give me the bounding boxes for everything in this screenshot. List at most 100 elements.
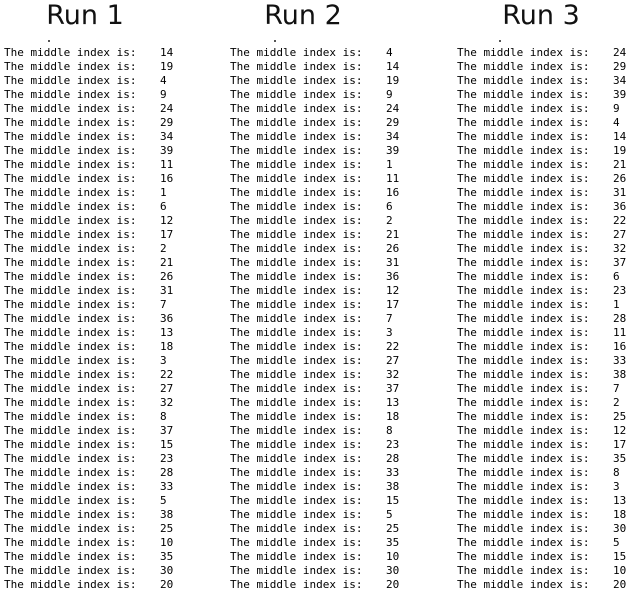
output-label: The middle index is: [230,284,363,297]
middle-index-value: 17 [613,438,627,451]
middle-index-value: 35 [386,536,400,549]
middle-index-value: 5 [386,508,393,521]
output-line: The middle index is: 7 [457,382,626,396]
middle-index-value: 33 [386,466,400,479]
output-label: The middle index is: [230,74,363,87]
output-label: The middle index is: [4,46,137,59]
output-label: The middle index is: [4,228,137,241]
output-label: The middle index is: [457,508,590,521]
output-label: The middle index is: [4,144,137,157]
output-label: The middle index is: [457,214,590,227]
output-line: The middle index is: 14 [457,130,626,144]
output-line: The middle index is: 3 [230,326,399,340]
middle-index-value: 12 [160,214,174,227]
output-label: The middle index is: [457,102,590,115]
middle-index-value: 3 [160,354,167,367]
output-line: The middle index is: 33 [4,480,173,494]
output-label: The middle index is: [457,74,590,87]
middle-index-value: 2 [386,214,393,227]
output-line: The middle index is: 2 [457,396,626,410]
middle-index-value: 1 [386,158,393,171]
run-1-output: The middle index is: 14 The middle index i… [4,46,173,592]
output-label: The middle index is: [230,424,363,437]
output-label: The middle index is: [457,480,590,493]
middle-index-value: 18 [160,340,174,353]
output-line: The middle index is: 12 [4,214,173,228]
output-label: The middle index is: [4,536,137,549]
output-label: The middle index is: [457,536,590,549]
output-line: The middle index is: 2 [230,214,399,228]
output-label: The middle index is: [457,326,590,339]
output-label: The middle index is: [457,340,590,353]
output-line: The middle index is: 39 [4,144,173,158]
output-line: The middle index is: 27 [230,354,399,368]
middle-index-value: 6 [160,200,167,213]
middle-index-value: 37 [613,256,627,269]
output-label: The middle index is: [4,270,137,283]
middle-index-value: 12 [386,284,400,297]
output-label: The middle index is: [230,298,363,311]
output-label: The middle index is: [4,60,137,73]
output-line: The middle index is: 4 [457,116,626,130]
output-line: The middle index is: 8 [230,424,399,438]
middle-index-value: 25 [386,522,400,535]
output-label: The middle index is: [457,88,590,101]
middle-index-value: 27 [613,228,627,241]
run-3-output: The middle index is: 24 The middle index i… [457,46,626,592]
middle-index-value: 36 [386,270,400,283]
output-label: The middle index is: [4,466,137,479]
output-label: The middle index is: [230,242,363,255]
middle-index-value: 14 [613,130,627,143]
output-line: The middle index is: 12 [230,284,399,298]
middle-index-value: 18 [386,410,400,423]
middle-index-value: 30 [160,564,174,577]
output-label: The middle index is: [4,480,137,493]
output-label: The middle index is: [457,312,590,325]
output-label: The middle index is: [230,354,363,367]
output-label: The middle index is: [457,452,590,465]
output-line: The middle index is: 26 [457,172,626,186]
output-label: The middle index is: [457,172,590,185]
output-label: The middle index is: [4,74,137,87]
output-label: The middle index is: [230,494,363,507]
middle-index-value: 32 [613,242,627,255]
output-line: The middle index is: 37 [230,382,399,396]
output-label: The middle index is: [230,228,363,241]
output-line: The middle index is: 13 [457,494,626,508]
output-line: The middle index is: 17 [457,438,626,452]
middle-index-value: 10 [386,550,400,563]
middle-index-value: 21 [386,228,400,241]
output-label: The middle index is: [4,130,137,143]
output-label: The middle index is: [4,242,137,255]
output-label: The middle index is: [230,368,363,381]
output-label: The middle index is: [4,410,137,423]
output-line: The middle index is: 8 [4,410,173,424]
output-label: The middle index is: [457,466,590,479]
output-label: The middle index is: [230,88,363,101]
output-label: The middle index is: [230,438,363,451]
middle-index-value: 14 [386,60,400,73]
output-label: The middle index is: [230,396,363,409]
output-line: The middle index is: 38 [230,480,399,494]
output-line: The middle index is: 16 [4,172,173,186]
cursor-dot [48,40,50,42]
middle-index-value: 11 [386,172,400,185]
middle-index-value: 6 [613,270,620,283]
middle-index-value: 37 [160,424,174,437]
output-label: The middle index is: [230,564,363,577]
output-line: The middle index is: 36 [230,270,399,284]
output-line: The middle index is: 35 [457,452,626,466]
output-line: The middle index is: 3 [4,354,173,368]
output-label: The middle index is: [457,522,590,535]
middle-index-value: 26 [386,242,400,255]
output-label: The middle index is: [457,368,590,381]
middle-index-value: 22 [386,340,400,353]
output-line: The middle index is: 28 [230,452,399,466]
cursor-dot [274,40,276,42]
output-label: The middle index is: [230,536,363,549]
middle-index-value: 32 [386,368,400,381]
middle-index-value: 22 [160,368,174,381]
output-label: The middle index is: [230,200,363,213]
middle-index-value: 20 [613,578,627,591]
output-line: The middle index is: 38 [457,368,626,382]
